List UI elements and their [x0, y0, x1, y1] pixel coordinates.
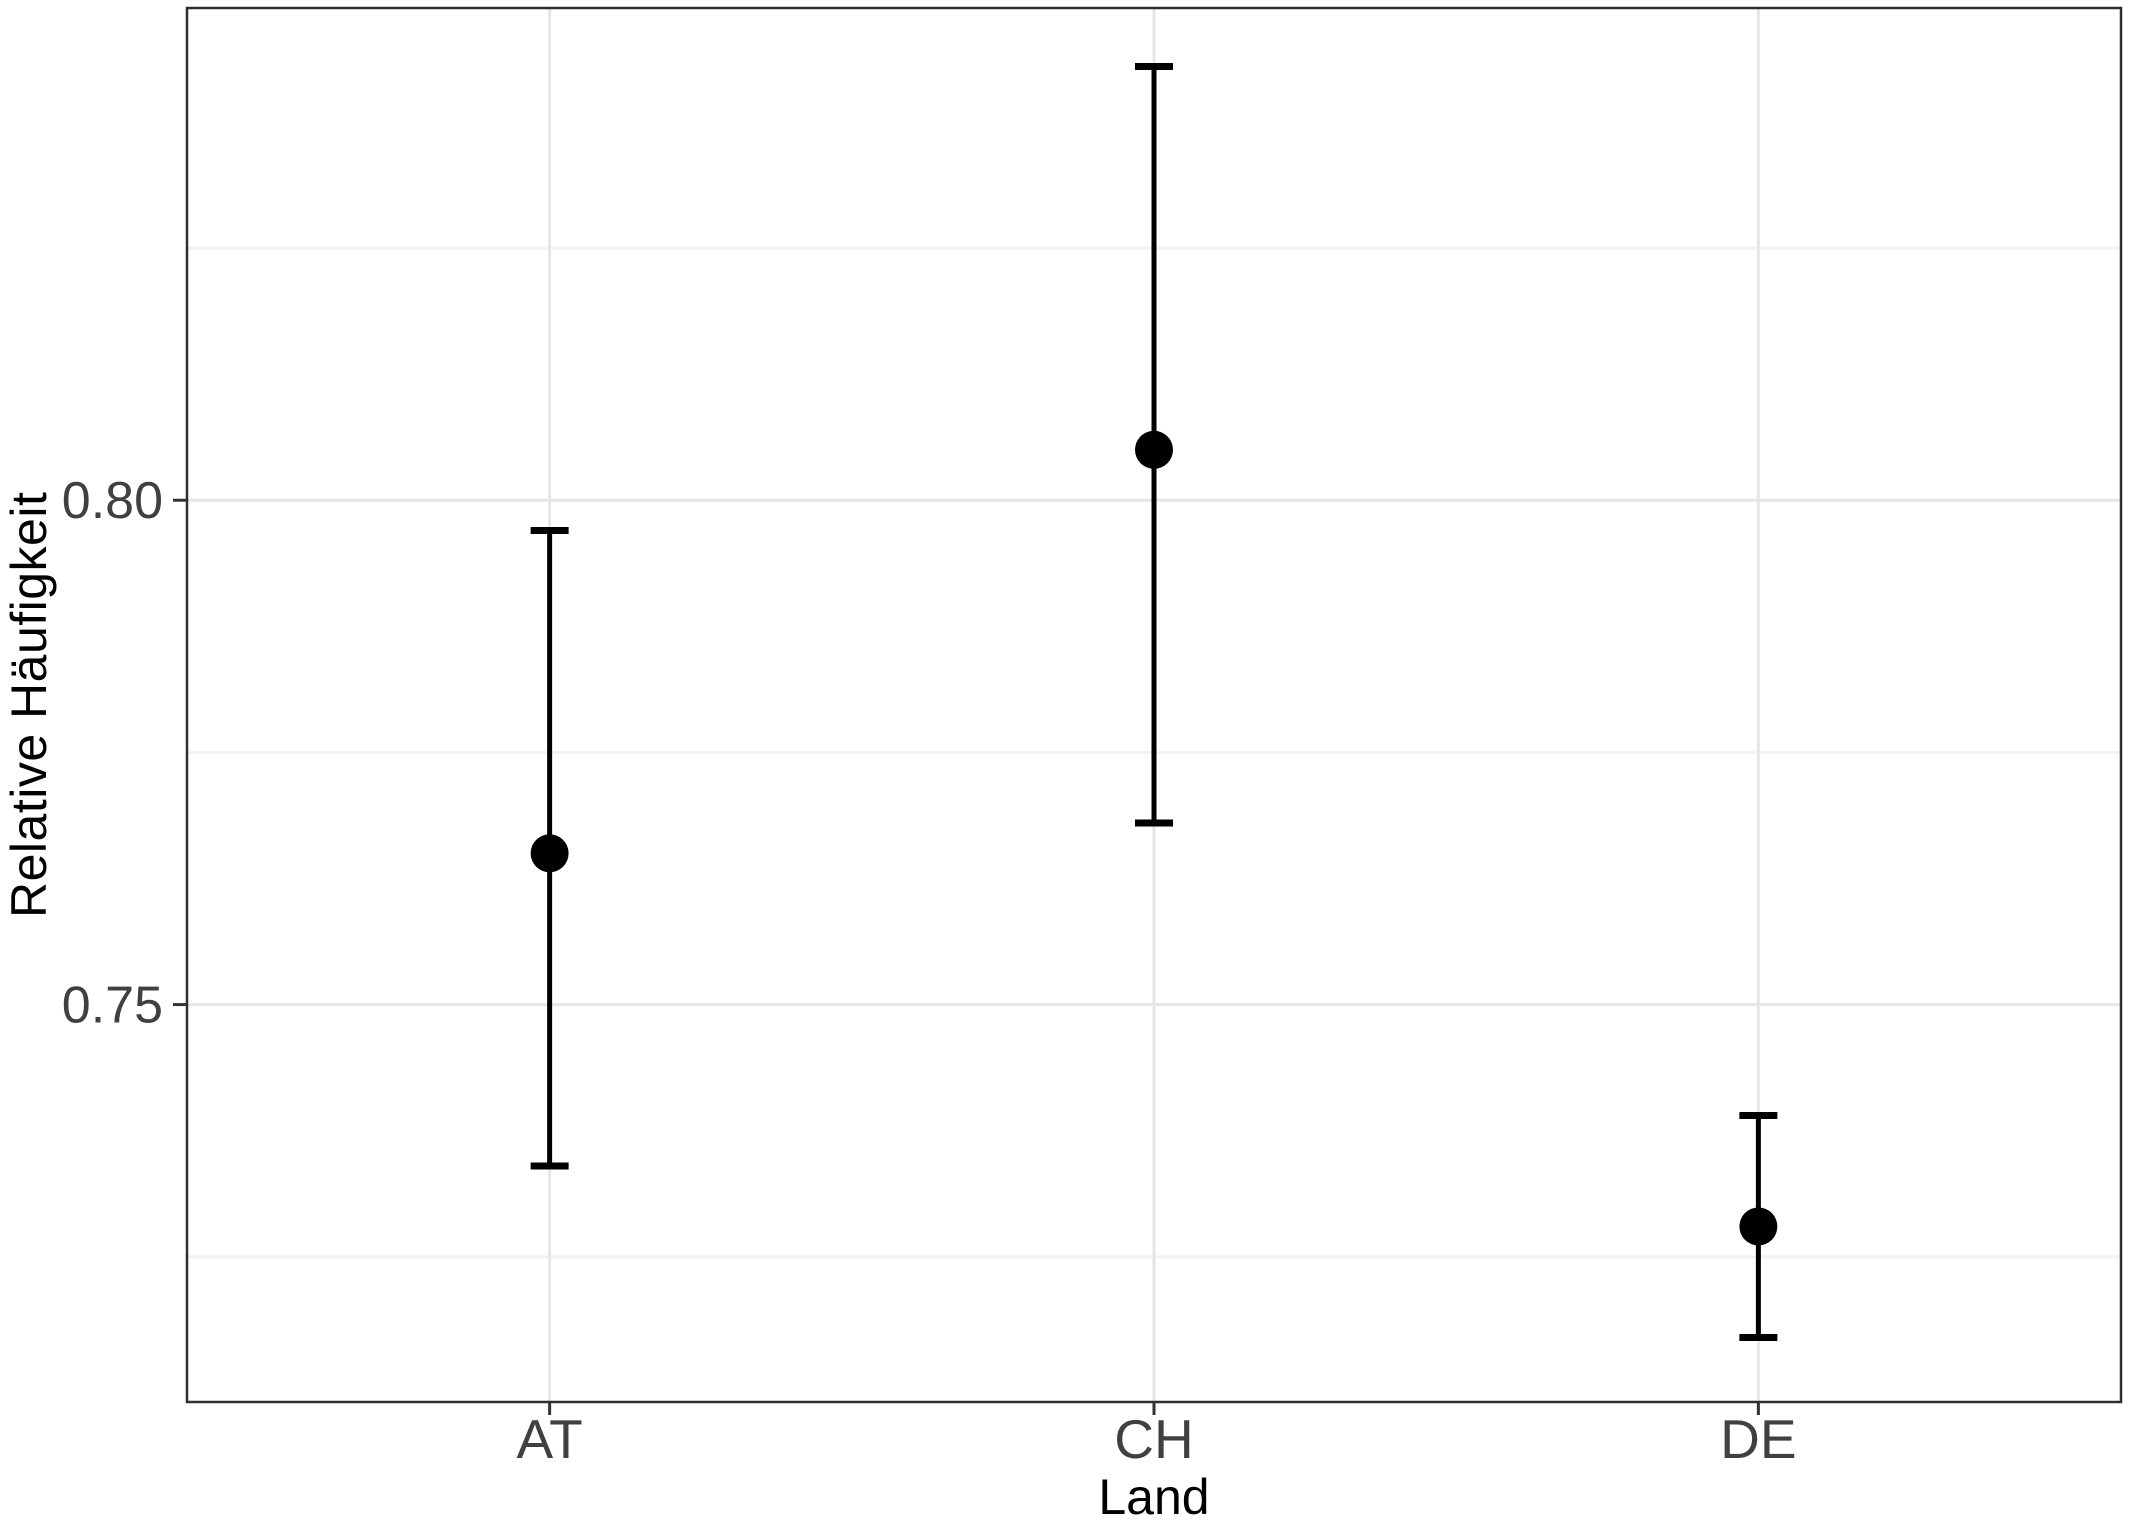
- x-tick-label-de: DE: [1720, 1408, 1796, 1470]
- data-point-at: [530, 834, 569, 873]
- data-point-de: [1739, 1207, 1778, 1246]
- y-axis-title: Relative Häufigkeit: [1, 491, 57, 919]
- y-tick-label: 0.80: [62, 472, 163, 530]
- x-tick-label-ch: CH: [1114, 1408, 1193, 1470]
- x-tick-label-at: AT: [517, 1408, 583, 1470]
- y-tick-label: 0.75: [62, 977, 163, 1035]
- data-point-ch: [1135, 430, 1173, 469]
- x-axis-title: Land: [1098, 1469, 1210, 1520]
